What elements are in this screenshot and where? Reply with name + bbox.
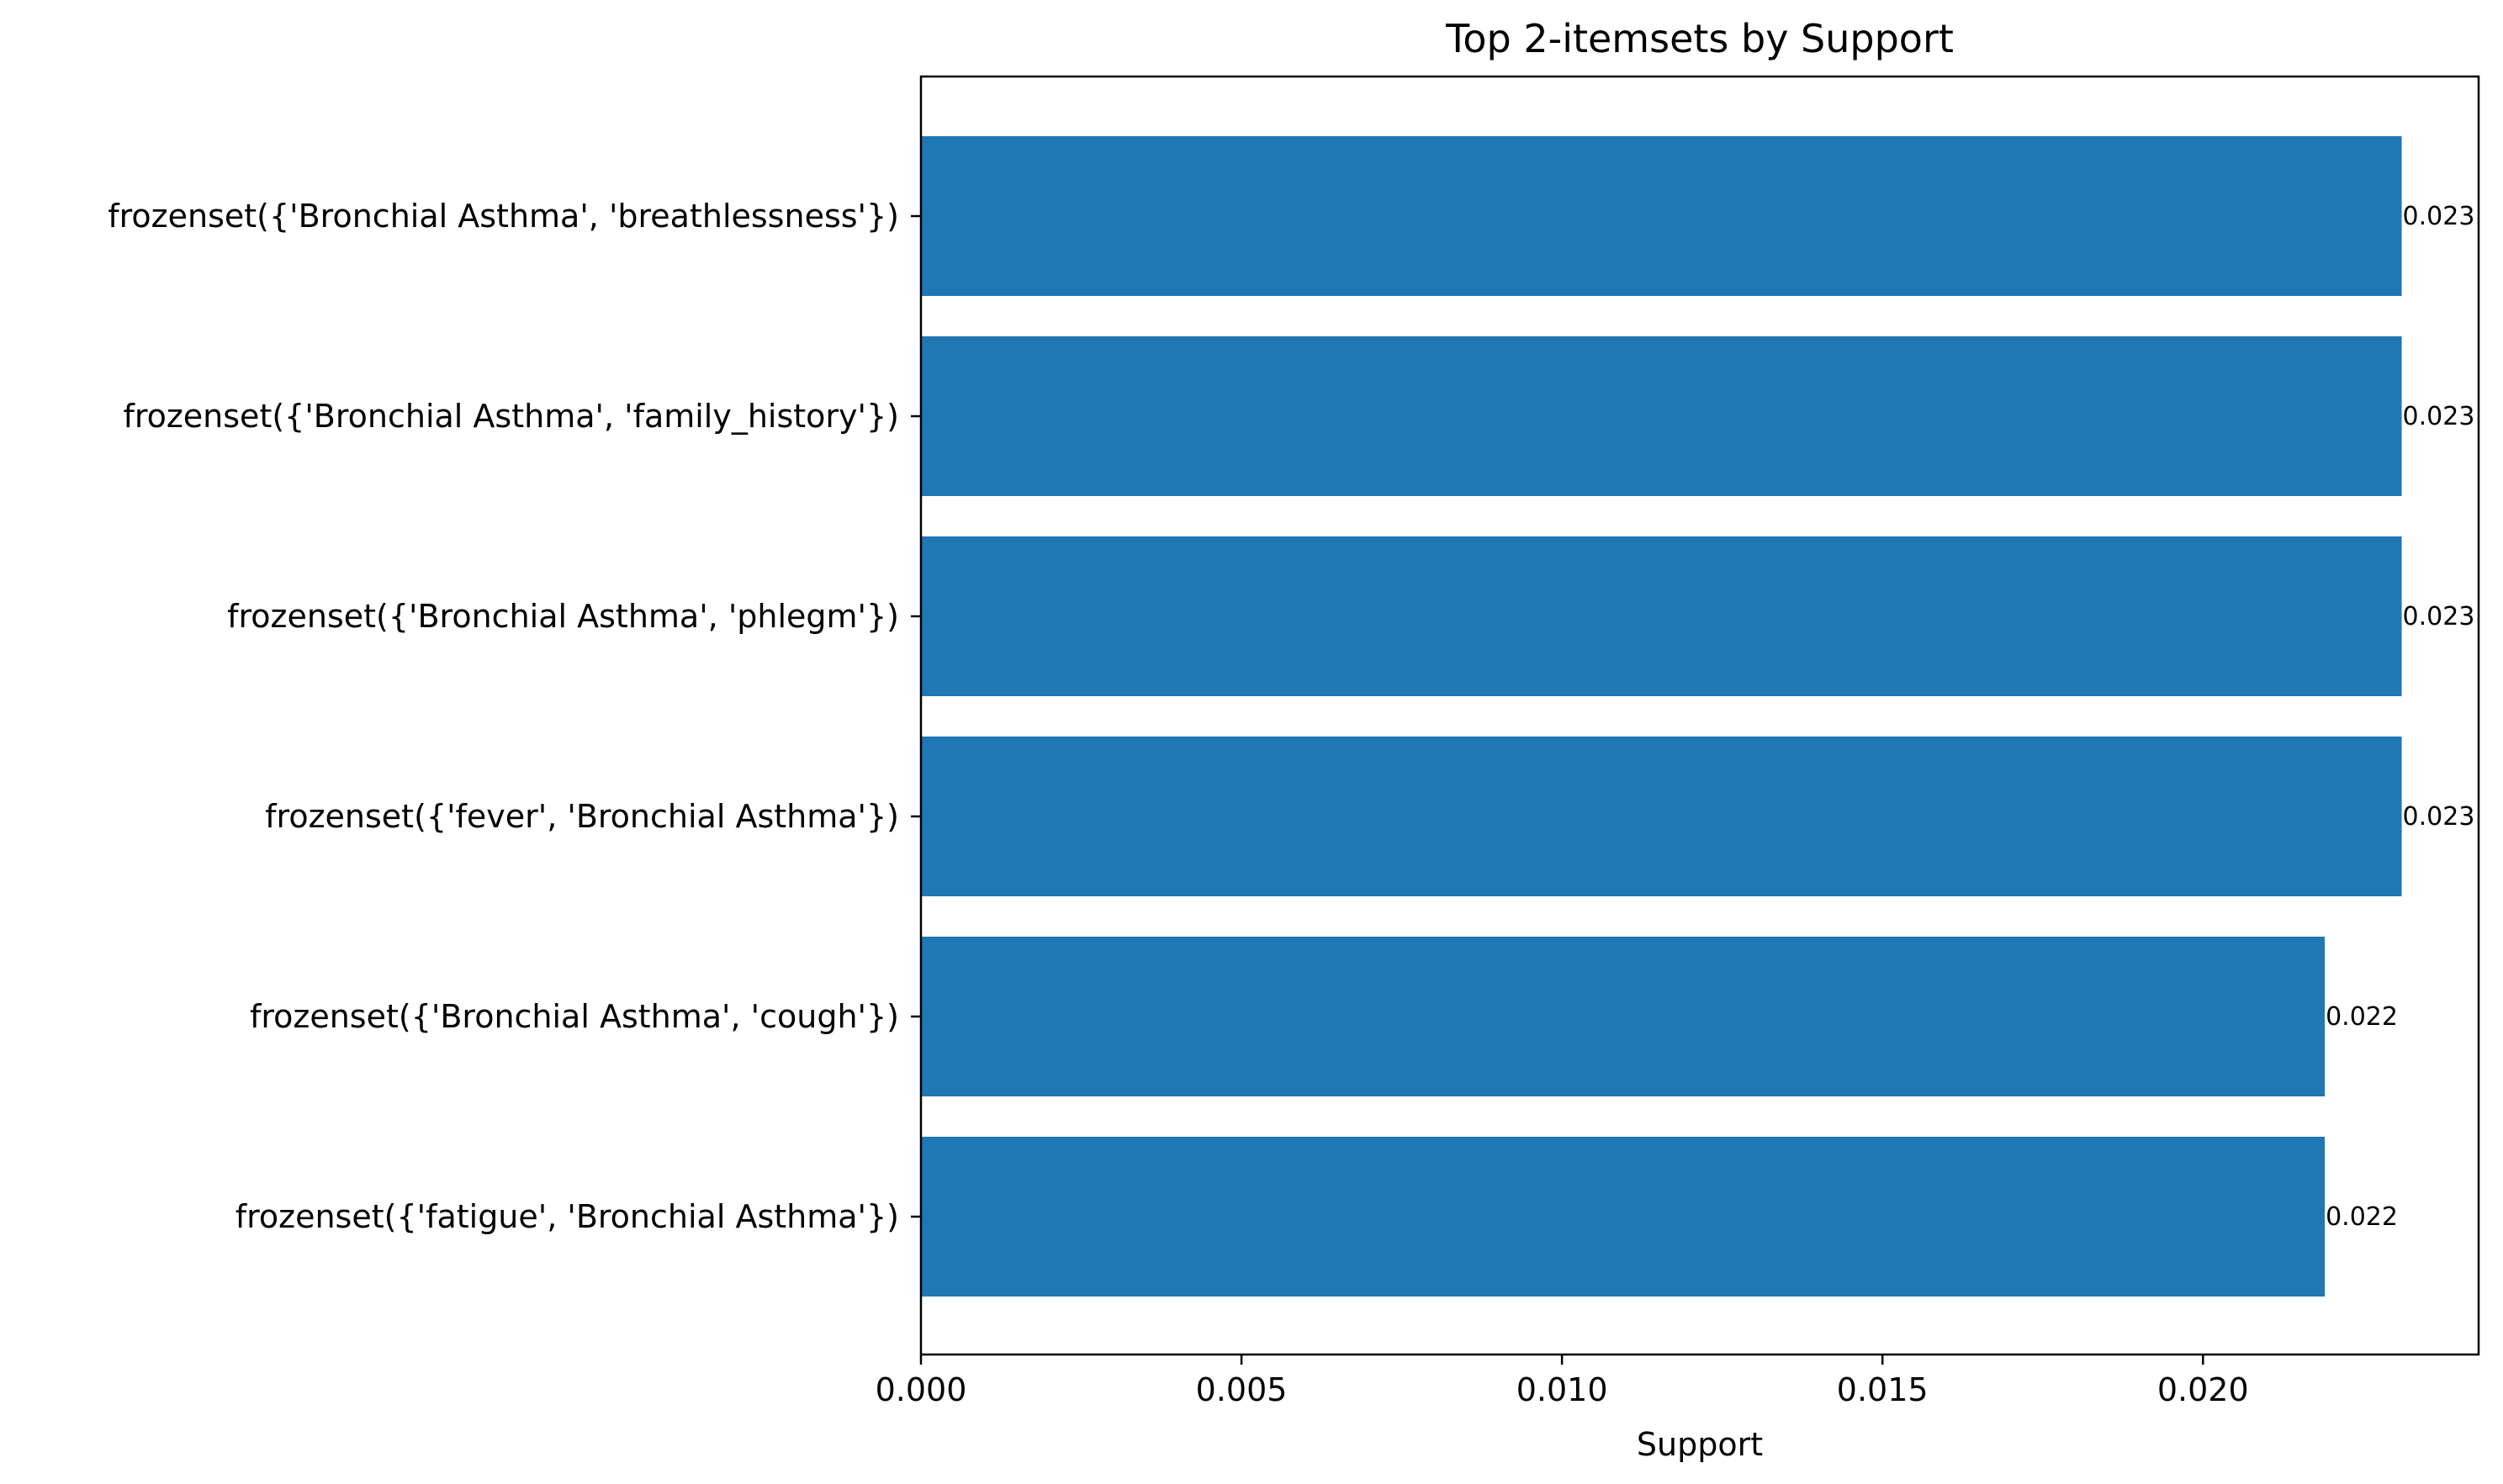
bar-value-label: 0.023 [2403,202,2475,231]
bar-value-label: 0.023 [2403,602,2475,631]
y-tick-label: frozenset({'Bronchial Asthma', 'phlegm'}… [227,598,899,635]
value-labels-group: 0.023 0.023 0.023 0.023 0.022 0.022 [2326,202,2474,1232]
bar-value-label: 0.023 [2403,802,2475,832]
y-tick-label: frozenset({'fever', 'Bronchial Asthma'}) [265,798,899,835]
plot-frame [919,75,2480,1356]
bar [921,737,2402,896]
x-axis-label: Support [1637,1426,1763,1463]
bar-value-label: 0.022 [2326,1202,2398,1232]
bars-group [921,136,2402,1297]
x-tick-label: 0.015 [1837,1371,1929,1408]
bar [921,136,2402,296]
x-tick-label: 0.020 [2157,1371,2249,1408]
y-tick-label: frozenset({'Bronchial Asthma', 'breathle… [108,198,899,235]
x-tick-label: 0.000 [876,1371,967,1408]
bar [921,536,2402,696]
y-axis-ticks: frozenset({'Bronchial Asthma', 'breathle… [108,198,921,1235]
y-tick-label: frozenset({'fatigue', 'Bronchial Asthma'… [235,1198,899,1235]
chart-title: Top 2-itemsets by Support [1445,16,1954,61]
bar-value-label: 0.023 [2403,402,2475,431]
bar [921,336,2402,496]
x-tick-label: 0.010 [1516,1371,1608,1408]
y-tick-label: frozenset({'Bronchial Asthma', 'cough'}) [250,998,899,1035]
bar [921,1137,2326,1297]
bar [921,937,2326,1096]
bar-value-label: 0.022 [2326,1002,2398,1032]
y-tick-label: frozenset({'Bronchial Asthma', 'family_h… [123,398,899,435]
x-axis-ticks: 0.000 0.005 0.010 0.015 0.020 [876,1355,2249,1408]
x-tick-label: 0.005 [1196,1371,1288,1408]
